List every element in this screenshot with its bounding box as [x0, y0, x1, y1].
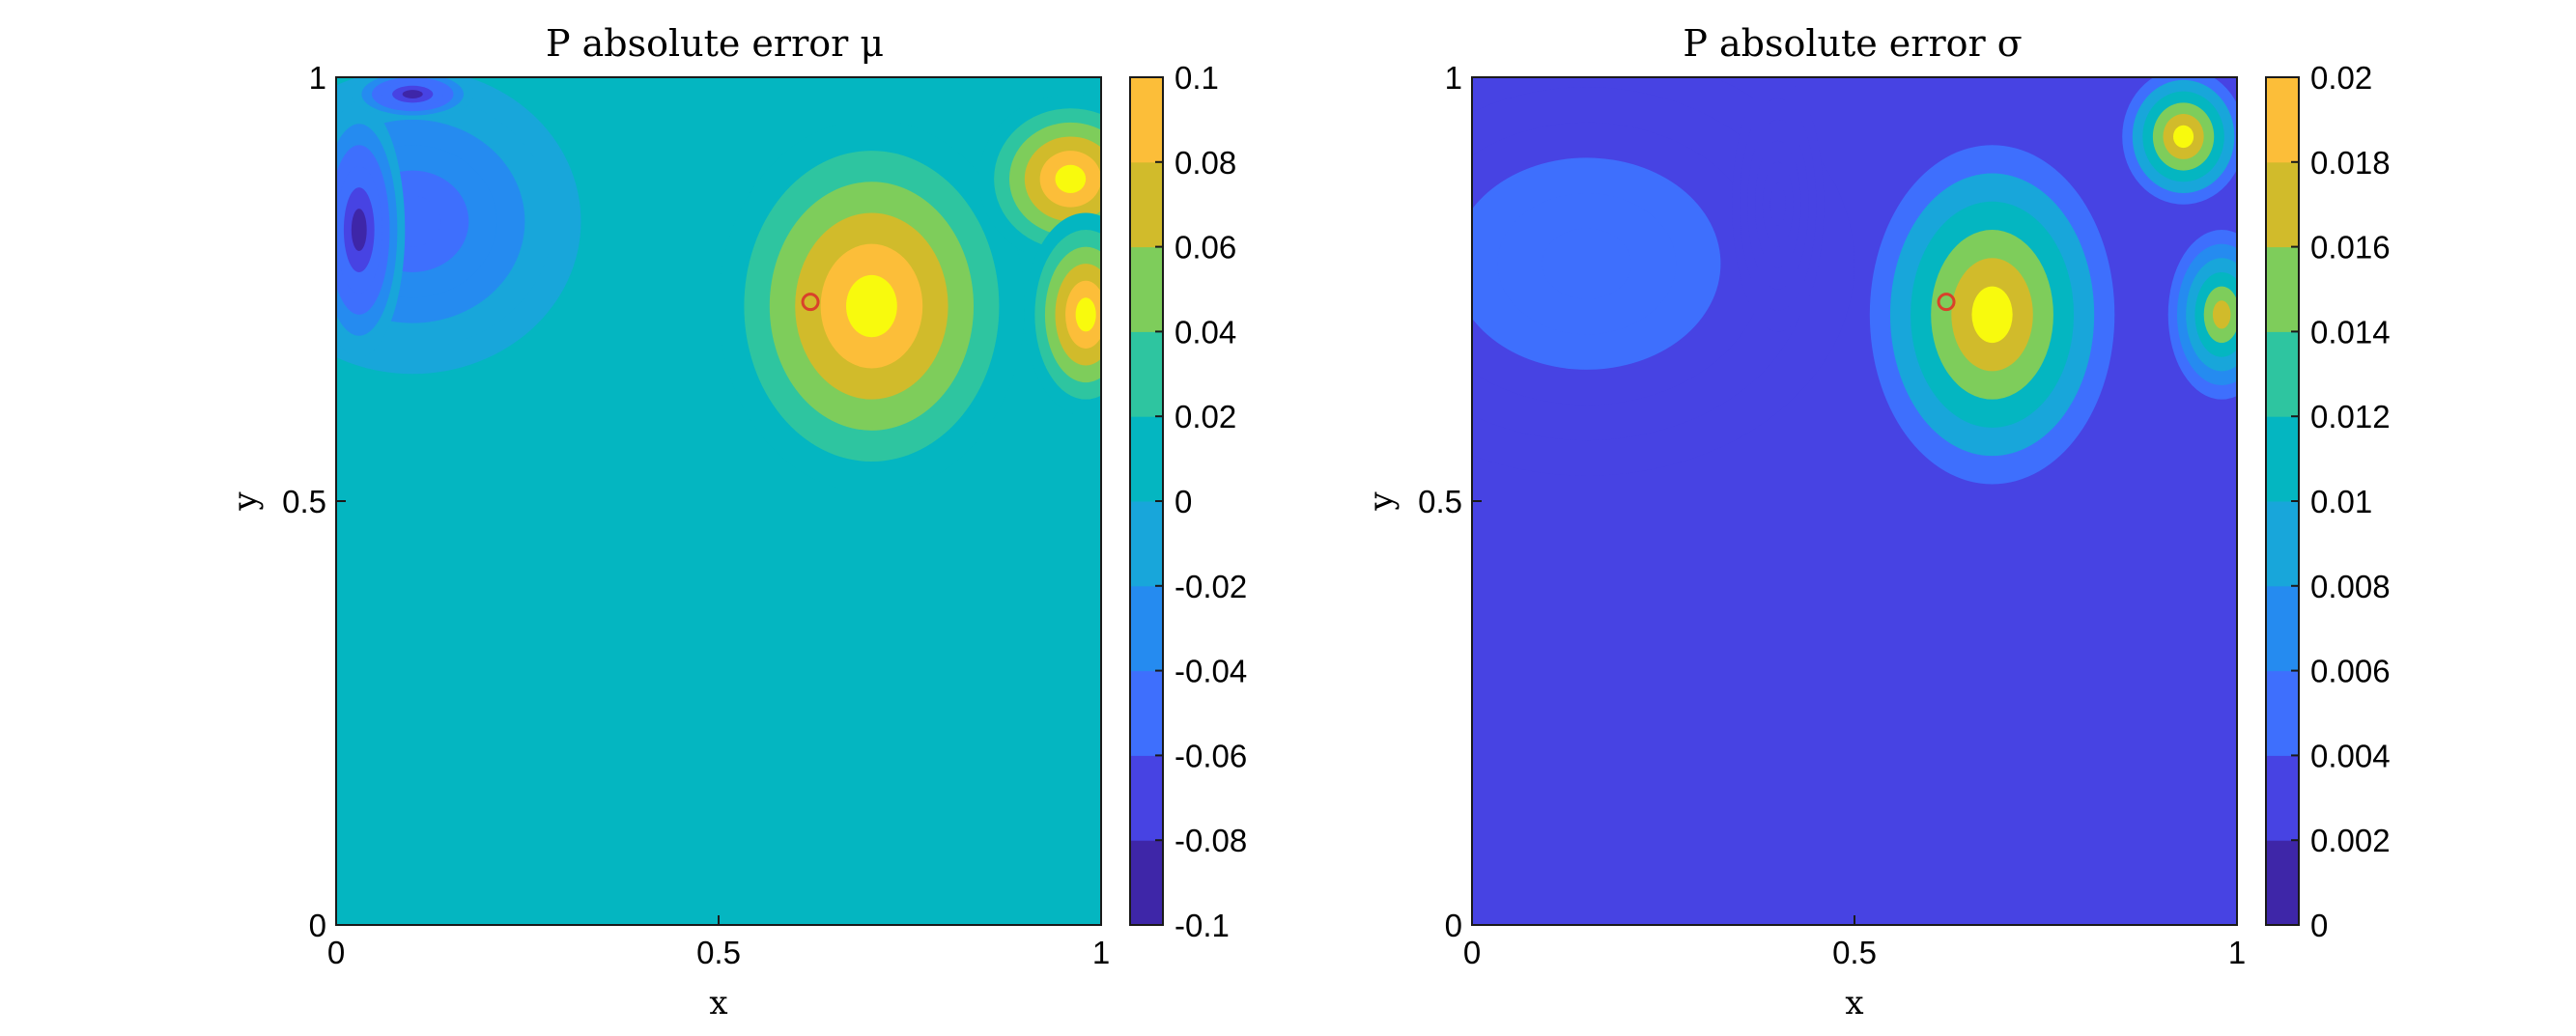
contour-band — [1075, 297, 1096, 332]
colorbar-swatch — [2266, 501, 2299, 587]
colorbar-tick-label: 0.006 — [2310, 654, 2391, 689]
colorbar-swatch — [2266, 246, 2299, 332]
axis-ticks: 0 0.5 1 0 0.5 1 — [1418, 60, 2246, 970]
colorbar-swatch — [1130, 77, 1163, 163]
contour-band — [1769, 182, 1786, 226]
colorbar-swatch — [2266, 416, 2299, 502]
colorbar-tick-label: 0.08 — [1175, 145, 1236, 181]
colorbar-swatch — [2266, 840, 2299, 926]
contour-band — [2212, 300, 2231, 329]
colorbar-tick-label: 0.01 — [2310, 484, 2372, 519]
y-tick-label: 1 — [309, 60, 326, 96]
contour-band — [846, 274, 897, 338]
colorbar-tick-label: 0.012 — [2310, 399, 2391, 434]
colorbar-swatch — [1130, 501, 1163, 587]
mu-error-panel: P absolute error μ 0 0.5 100.51 x y -0.1-0… — [226, 22, 1247, 1022]
sigma-error-panel: P absolute error σ 0 0.5 1 0 0.5 1 x y 0 0.002… — [1362, 22, 2391, 1022]
colorbar-swatch — [1130, 416, 1163, 502]
x-tick-label: 0.5 — [1832, 935, 1877, 970]
y-tick-label: 1 — [1445, 60, 1462, 96]
colorbar-tick-label: 0.02 — [2310, 60, 2372, 96]
y-tick-label: 0 — [309, 908, 326, 943]
colorbar-swatch — [2266, 161, 2299, 248]
contour-band — [402, 90, 423, 98]
contour-band — [1055, 164, 1087, 193]
colorbar-swatch — [2266, 585, 2299, 672]
colorbar-swatch — [1130, 755, 1163, 841]
colorbar-tick-label: 0.02 — [1175, 399, 1236, 434]
marker-circle — [801, 293, 820, 312]
y-tick-label: 0.5 — [282, 484, 326, 519]
colorbar-tick-label: 0.016 — [2310, 230, 2391, 266]
y-tick-label: 0.5 — [1418, 484, 1462, 519]
axis-ticks: 0 0.5 1 0 0.5 1 — [282, 60, 1110, 970]
colorbar: 0 0.002 0.004 0.006 0.008 0.01 0.012 0.014 0.016… — [2265, 60, 2391, 943]
colorbar-swatch — [1130, 670, 1163, 756]
colorbar: -0.1 -0.08 -0.06 -0.04 -0.02 0 0.02 0.04 0.06 0.0… — [1129, 60, 1247, 943]
x-tick-label: 1 — [2228, 935, 2246, 970]
colorbar-tick-label: 0.014 — [2310, 314, 2391, 350]
colorbar-swatch — [1130, 161, 1163, 248]
colorbar-swatch — [2266, 331, 2299, 417]
contour-field — [1472, 77, 2237, 925]
colorbar-swatch — [1130, 331, 1163, 417]
colorbar-tick-label: -0.02 — [1175, 569, 1247, 604]
colorbar-tick-label: 0.004 — [2310, 738, 2391, 773]
colorbar-tick-label: 0 — [1175, 484, 1192, 519]
colorbar-tick-label: 0.04 — [1175, 314, 1236, 350]
colorbar-swatch — [2266, 77, 2299, 163]
chart-title: P absolute error σ — [1683, 22, 2022, 65]
contour-band — [351, 209, 367, 251]
marker-circle — [1937, 293, 1956, 312]
colorbar-tick-label: -0.1 — [1175, 908, 1230, 943]
contour-field — [336, 77, 1101, 925]
colorbar-swatch — [1130, 246, 1163, 332]
x-tick-label: 1 — [1092, 935, 1110, 970]
colorbar-tick-label: -0.08 — [1175, 823, 1247, 858]
colorbar-tick-label: -0.06 — [1175, 738, 1247, 773]
y-axis-label: y — [226, 491, 265, 512]
colorbar-tick-label: 0.018 — [2310, 145, 2391, 181]
colorbar-tick-label: -0.04 — [1175, 654, 1247, 689]
contour-band — [1542, 228, 1632, 299]
colorbar-tick-label: 0.008 — [2310, 569, 2391, 604]
colorbar-tick-label: 0 — [2310, 908, 2328, 943]
contour-band — [2173, 125, 2194, 149]
colorbar-swatch — [2266, 755, 2299, 841]
colorbar-tick-label: 0.06 — [1175, 230, 1236, 266]
colorbar-swatch — [1130, 585, 1163, 672]
colorbar-tick-label: 0.002 — [2310, 823, 2391, 858]
y-axis-label: y — [1362, 491, 1401, 512]
x-axis-label: x — [1845, 984, 1863, 1022]
x-tick-label: 0.5 — [696, 935, 741, 970]
x-axis-label: x — [709, 984, 727, 1022]
colorbar-swatch — [1130, 840, 1163, 926]
colorbar-tick-label: 0.1 — [1175, 60, 1219, 96]
contour-band — [1971, 286, 2013, 344]
x-tick-label: 0 — [327, 935, 345, 970]
x-tick-label: 0 — [1463, 935, 1481, 970]
chart-title: P absolute error μ — [546, 22, 884, 65]
y-tick-label: 0 — [1445, 908, 1462, 943]
colorbar-swatch — [2266, 670, 2299, 756]
